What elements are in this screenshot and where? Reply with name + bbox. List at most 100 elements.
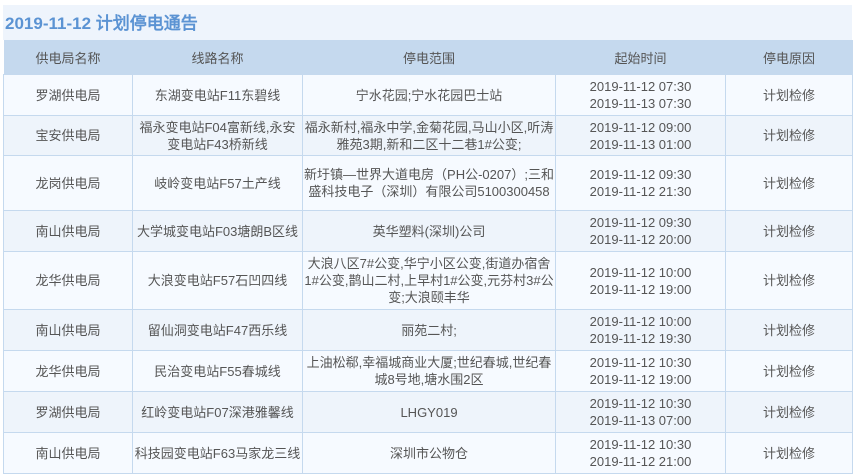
start-time: 2019-11-12 10:30 xyxy=(589,437,692,452)
cell-area: 丽苑二村; xyxy=(302,309,556,351)
cell-text: 龙华供电局 xyxy=(35,273,101,288)
cell-bureau: 南山供电局 xyxy=(3,210,133,252)
table-row: 罗湖供电局 东湖变电站F11东碧线 宁水花园;宁水花园巴士站 2019-11-12 0… xyxy=(3,74,853,116)
cell-text: 宝安供电局 xyxy=(35,128,101,143)
cell-bureau: 南山供电局 xyxy=(3,309,133,351)
col-header-area: 停电范围 xyxy=(302,40,556,75)
cell-line: 民治变电站F55春城线 xyxy=(132,350,303,392)
end-time: 2019-11-12 21:00 xyxy=(589,454,692,469)
cell-text: 计划检修 xyxy=(762,175,815,191)
table-row: 南山供电局 留仙洞变电站F47西乐线 丽苑二村; 2019-11-12 10:00 20… xyxy=(3,309,853,351)
start-time: 2019-11-12 07:30 xyxy=(589,79,692,94)
cell-line: 岐岭变电站F57土产线 xyxy=(132,155,303,211)
table-row: 龙岗供电局 岐岭变电站F57土产线 新圩镇—世界大道电房（PH公-0207）;三和盛… xyxy=(3,155,853,211)
outage-table: 供电局名称 线路名称 停电范围 起始时间 停电原因 罗湖供电局 东湖变电站F11东… xyxy=(3,40,853,474)
end-time: 2019-11-12 20:00 xyxy=(589,232,692,247)
cell-text: 南山供电局 xyxy=(35,223,101,239)
start-time: 2019-11-12 09:00 xyxy=(589,119,692,135)
cell-text: 福永新村,福永中学,金菊花园,马山小区,听涛雅苑3期,新和二区十二巷1#公变; xyxy=(304,119,554,152)
cell-time: 2019-11-12 07:30 2019-11-13 07:30 xyxy=(555,74,726,116)
cell-area: 英华塑料(深圳)公司 xyxy=(302,210,556,252)
cell-line: 留仙洞变电站F47西乐线 xyxy=(132,309,303,351)
cell-text: 计划检修 xyxy=(762,87,815,103)
cell-reason: 计划检修 xyxy=(725,155,853,211)
cell-reason: 计划检修 xyxy=(725,115,853,156)
cell-reason: 计划检修 xyxy=(725,74,853,116)
cell-text: 深圳市公物仓 xyxy=(389,445,468,461)
cell-reason: 计划检修 xyxy=(725,309,853,351)
cell-text: 福永变电站F04富新线,永安变电站F43桥新线 xyxy=(139,119,296,152)
cell-time: 2019-11-12 10:30 2019-11-13 07:00 xyxy=(555,391,726,433)
cell-area: 新圩镇—世界大道电房（PH公-0207）;三和盛科技电子（深圳）有限公司5100… xyxy=(302,155,556,211)
cell-area: 大浪八区7#公变,华宁小区公变,街道办宿舍1#公变,鹊山二村,上早村1#公变,元… xyxy=(302,251,556,310)
cell-text: 计划检修 xyxy=(762,445,815,461)
cell-text: 罗湖供电局 xyxy=(35,404,101,420)
cell-line: 科技园变电站F63马家龙三线 xyxy=(132,432,303,474)
cell-time: 2019-11-12 09:30 2019-11-12 20:00 xyxy=(555,210,726,252)
table-row: 龙华供电局 民治变电站F55春城线 上油松郗,幸福城商业大厦;世纪春城,世纪春城8号… xyxy=(3,350,853,392)
col-header-line: 线路名称 xyxy=(132,40,303,75)
cell-line: 东湖变电站F11东碧线 xyxy=(132,74,303,116)
end-time: 2019-11-13 01:00 xyxy=(589,136,692,152)
outage-notice: 2019-11-12 计划停电通告 供电局名称 线路名称 停电范围 起始时间 停… xyxy=(3,5,853,474)
cell-reason: 计划检修 xyxy=(725,210,853,252)
col-header-time: 起始时间 xyxy=(555,40,726,75)
cell-time: 2019-11-12 10:30 2019-11-12 21:00 xyxy=(555,432,726,474)
cell-time: 2019-11-12 10:00 2019-11-12 19:00 xyxy=(555,251,726,310)
table-row: 龙华供电局 大浪变电站F57石凹四线 大浪八区7#公变,华宁小区公变,街道办宿舍1#… xyxy=(3,251,853,310)
start-time: 2019-11-12 10:00 xyxy=(589,264,692,280)
cell-text: 大浪八区7#公变,华宁小区公变,街道办宿舍1#公变,鹊山二村,上早村1#公变,元… xyxy=(304,256,554,305)
cell-text: 东湖变电站F11东碧线 xyxy=(154,87,281,103)
cell-line: 大浪变电站F57石凹四线 xyxy=(132,251,303,310)
end-time: 2019-11-13 07:30 xyxy=(589,96,692,111)
cell-line: 大学城变电站F03塘朗B区线 xyxy=(132,210,303,252)
cell-time: 2019-11-12 09:00 2019-11-13 01:00 xyxy=(555,115,726,156)
cell-text: 科技园变电站F63马家龙三线 xyxy=(134,445,301,461)
cell-text: 计划检修 xyxy=(762,322,815,338)
cell-bureau: 龙华供电局 xyxy=(3,251,133,310)
cell-bureau: 南山供电局 xyxy=(3,432,133,474)
cell-bureau: 罗湖供电局 xyxy=(3,391,133,433)
cell-text: 丽苑二村; xyxy=(401,322,457,338)
col-header-reason: 停电原因 xyxy=(725,40,853,75)
table-row: 宝安供电局 福永变电站F04富新线,永安变电站F43桥新线 福永新村,福永中学,金菊… xyxy=(3,115,853,156)
cell-bureau: 龙岗供电局 xyxy=(3,155,133,211)
cell-area: 福永新村,福永中学,金菊花园,马山小区,听涛雅苑3期,新和二区十二巷1#公变; xyxy=(302,115,556,156)
start-time: 2019-11-12 10:00 xyxy=(589,314,692,329)
cell-text: LHGY019 xyxy=(400,404,458,420)
table-header: 供电局名称 线路名称 停电范围 起始时间 停电原因 xyxy=(3,40,853,75)
cell-line: 红岭变电站F07深港雅馨线 xyxy=(132,391,303,433)
page-title: 2019-11-12 计划停电通告 xyxy=(3,5,852,40)
cell-text: 计划检修 xyxy=(762,273,815,288)
cell-text: 计划检修 xyxy=(762,223,815,239)
cell-area: LHGY019 xyxy=(302,391,556,433)
start-time: 2019-11-12 10:30 xyxy=(589,396,692,411)
cell-time: 2019-11-12 09:30 2019-11-12 21:30 xyxy=(555,155,726,211)
cell-text: 宁水花园;宁水花园巴士站 xyxy=(355,87,503,103)
cell-reason: 计划检修 xyxy=(725,350,853,392)
cell-text: 大浪变电站F57石凹四线 xyxy=(147,273,288,288)
cell-area: 宁水花园;宁水花园巴士站 xyxy=(302,74,556,116)
cell-text: 龙岗供电局 xyxy=(35,175,101,191)
table-row: 南山供电局 大学城变电站F03塘朗B区线 英华塑料(深圳)公司 2019-11-12 … xyxy=(3,210,853,252)
cell-reason: 计划检修 xyxy=(725,432,853,474)
cell-text: 计划检修 xyxy=(762,404,815,420)
cell-text: 岐岭变电站F57土产线 xyxy=(154,175,281,191)
cell-text: 英华塑料(深圳)公司 xyxy=(372,223,486,239)
start-time: 2019-11-12 09:30 xyxy=(589,167,692,182)
cell-bureau: 罗湖供电局 xyxy=(3,74,133,116)
cell-text: 大学城变电站F03塘朗B区线 xyxy=(136,223,299,239)
cell-text: 龙华供电局 xyxy=(35,363,101,379)
start-time: 2019-11-12 09:30 xyxy=(589,215,692,230)
cell-text: 南山供电局 xyxy=(35,322,101,338)
cell-area: 深圳市公物仓 xyxy=(302,432,556,474)
cell-text: 计划检修 xyxy=(762,363,815,379)
cell-reason: 计划检修 xyxy=(725,251,853,310)
cell-text: 新圩镇—世界大道电房（PH公-0207）;三和盛科技电子（深圳）有限公司5100… xyxy=(304,167,554,199)
cell-bureau: 宝安供电局 xyxy=(3,115,133,156)
table-row: 南山供电局 科技园变电站F63马家龙三线 深圳市公物仓 2019-11-12 10:3… xyxy=(3,432,853,474)
cell-line: 福永变电站F04富新线,永安变电站F43桥新线 xyxy=(132,115,303,156)
end-time: 2019-11-12 19:30 xyxy=(589,331,692,346)
cell-text: 南山供电局 xyxy=(35,445,101,461)
cell-text: 民治变电站F55春城线 xyxy=(154,363,281,379)
